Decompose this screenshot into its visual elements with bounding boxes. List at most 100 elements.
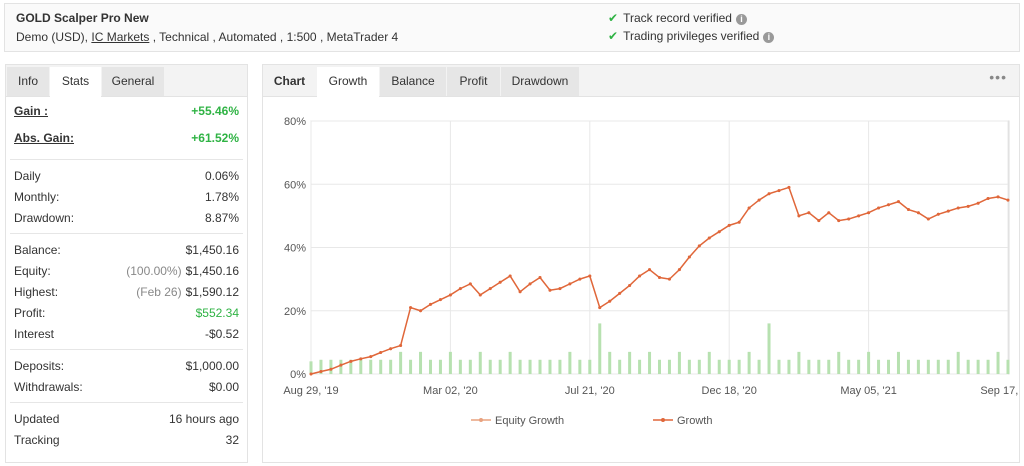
bar xyxy=(996,351,1000,374)
stat-row: Abs. Gain: +61.52% xyxy=(14,128,239,148)
info-icon[interactable]: i xyxy=(735,14,747,25)
bar xyxy=(887,359,891,374)
broker-link[interactable]: IC Markets xyxy=(91,30,150,44)
point xyxy=(787,185,791,189)
point xyxy=(916,211,920,215)
tab[interactable]: Profit xyxy=(447,67,500,96)
tab[interactable]: Balance xyxy=(380,67,446,96)
stat-row: Updated 16 hours ago xyxy=(14,409,239,429)
bar xyxy=(1006,359,1010,374)
bar xyxy=(448,351,452,374)
bar xyxy=(767,323,771,374)
y-tick-label: 60% xyxy=(284,179,306,191)
stat-value: 1.78% xyxy=(205,187,239,207)
point xyxy=(458,287,462,291)
stat-number: $1,450.16 xyxy=(185,264,239,278)
bar xyxy=(658,359,661,374)
stat-value: (100.00%) $1,450.16 xyxy=(126,261,239,281)
point xyxy=(757,198,761,202)
point xyxy=(598,306,602,310)
tab-bar: ••• Chart Growth Balance Profit Drawdown xyxy=(263,65,1019,97)
stat-row: Profit: $552.34 xyxy=(14,303,239,323)
point xyxy=(578,277,582,281)
bar xyxy=(628,351,632,374)
tab[interactable]: Info xyxy=(7,67,49,96)
stat-label: Profit: xyxy=(14,306,46,320)
bar xyxy=(399,351,403,374)
bar xyxy=(438,359,442,374)
bar xyxy=(359,359,363,374)
y-tick-label: 80% xyxy=(284,116,306,128)
chart-panel: ••• Chart Growth Balance Profit Drawdown 0% 20… xyxy=(262,64,1020,463)
point xyxy=(976,201,980,205)
bar xyxy=(588,359,592,374)
stat-number: $1,450.16 xyxy=(185,243,239,257)
tab[interactable]: Chart xyxy=(263,67,316,96)
point xyxy=(409,306,413,310)
bar xyxy=(697,359,701,374)
tab[interactable]: Stats xyxy=(50,67,101,97)
point xyxy=(498,280,502,284)
tab[interactable]: Drawdown xyxy=(501,67,579,96)
x-tick-label: Mar 02, '20 xyxy=(423,385,478,397)
bar xyxy=(807,359,811,374)
verified-text: Track record verified xyxy=(623,11,732,25)
stat-value: 8.87% xyxy=(205,208,239,228)
tab[interactable]: Growth xyxy=(317,67,379,97)
point xyxy=(946,209,950,213)
bar xyxy=(508,351,512,374)
verified-text: Trading privileges verified xyxy=(623,29,760,43)
point xyxy=(867,211,871,215)
stat-number: 8.87% xyxy=(204,211,239,225)
bar xyxy=(319,359,323,374)
point xyxy=(558,287,562,291)
point xyxy=(817,219,821,223)
point xyxy=(359,357,363,361)
point xyxy=(568,282,572,286)
stat-value: -$0.52 xyxy=(205,324,239,344)
y-tick-label: 0% xyxy=(290,369,306,381)
menu-dots[interactable]: ••• xyxy=(989,69,1007,85)
bar xyxy=(548,359,552,374)
point xyxy=(667,277,671,281)
stat-label: Deposits: xyxy=(14,359,65,373)
point xyxy=(847,217,851,221)
point xyxy=(588,274,592,278)
point xyxy=(428,302,432,306)
separator xyxy=(10,402,243,403)
stat-label: Drawdown: xyxy=(14,211,75,225)
bar xyxy=(817,359,821,374)
point xyxy=(737,220,741,224)
bar xyxy=(727,359,731,374)
x-tick-label: May 05, '21 xyxy=(840,385,897,397)
bar xyxy=(568,351,572,374)
point xyxy=(488,287,492,291)
stat-row: Interest -$0.52 xyxy=(14,324,239,344)
bar xyxy=(936,359,940,374)
bar xyxy=(518,359,522,374)
bar xyxy=(648,351,652,374)
bar xyxy=(409,359,413,374)
bar xyxy=(777,359,781,374)
bar xyxy=(867,351,871,374)
stat-row: Highest: (Feb 26) $1,590.12 xyxy=(14,282,239,302)
x-tick-label: Dec 18, '20 xyxy=(702,385,757,397)
point xyxy=(339,363,343,367)
y-tick-label: 40% xyxy=(284,243,306,255)
line xyxy=(310,186,1009,375)
bar xyxy=(419,351,423,374)
legend-label: Equity Growth xyxy=(495,415,564,427)
stat-value: 16 hours ago xyxy=(169,409,239,429)
stat-label: Highest: xyxy=(14,285,59,299)
stat-number: +61.52% xyxy=(191,131,239,145)
info-icon[interactable]: i xyxy=(763,32,775,43)
bar xyxy=(797,351,801,374)
title: GOLD Scalper Pro New xyxy=(16,11,149,25)
point xyxy=(906,208,910,212)
stat-value: $0.00 xyxy=(209,377,239,397)
stat-row: Daily 0.06% xyxy=(14,166,239,186)
tab[interactable]: General xyxy=(102,67,164,96)
point xyxy=(608,299,612,303)
